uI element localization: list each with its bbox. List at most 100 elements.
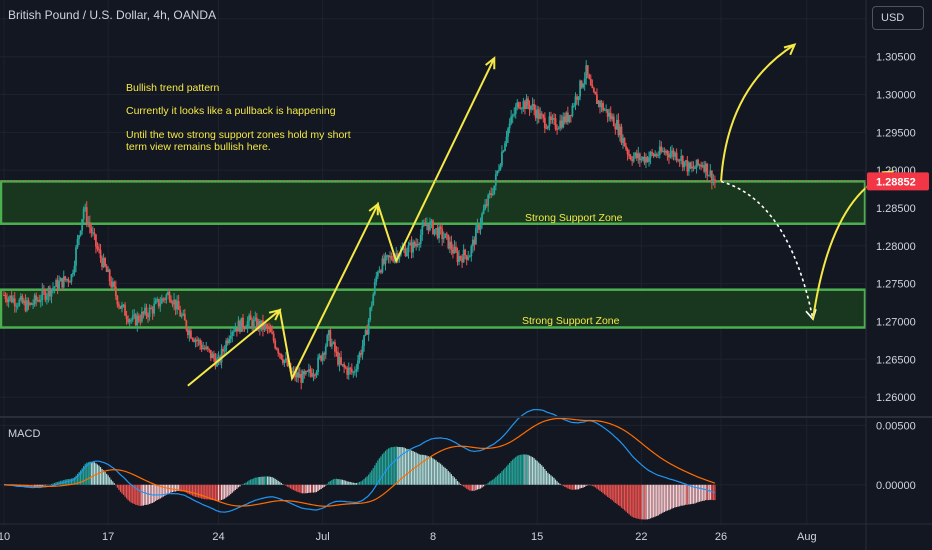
candle-body [217, 356, 220, 359]
candle-body [508, 123, 511, 129]
candle-body [96, 246, 99, 249]
candle-body [76, 239, 79, 248]
candle-body [418, 243, 421, 246]
candle-body [254, 317, 257, 320]
candle-body [553, 118, 555, 120]
candle-body [497, 169, 500, 171]
candle-body [30, 303, 33, 305]
candle-body [404, 248, 407, 257]
candle-body [213, 353, 215, 359]
candle-body [464, 249, 467, 256]
candle-body [157, 299, 160, 307]
candle-body [655, 154, 658, 156]
candle-body [255, 317, 258, 330]
candle-body [352, 371, 355, 373]
candle-body [292, 370, 295, 373]
candle-body [239, 320, 241, 332]
candle-body [335, 351, 338, 353]
candle-body [493, 185, 496, 195]
candle-body [174, 299, 177, 310]
macd-label: MACD [8, 428, 41, 440]
candle-body [297, 372, 300, 378]
candle-body [436, 228, 439, 239]
candle-body [128, 319, 131, 323]
forecast-arrowhead-up [783, 43, 797, 56]
candle-body [27, 300, 30, 305]
candle-body [373, 281, 376, 295]
candle-body [654, 154, 657, 157]
candle-body [444, 233, 447, 238]
candle-body [589, 78, 592, 86]
candle-body [646, 157, 649, 162]
candle-body [314, 374, 316, 376]
candle-body [271, 332, 274, 334]
candle-body [539, 113, 542, 119]
candle-body [35, 295, 38, 301]
candle-body [179, 309, 182, 317]
candle-body [321, 353, 324, 361]
candle-body [468, 256, 471, 258]
candle-body [95, 234, 97, 247]
candle-body [458, 256, 460, 262]
candle-body [343, 364, 346, 368]
candle-body [67, 279, 70, 282]
candle-body [439, 226, 442, 229]
candle-body [318, 355, 321, 358]
candle-body [706, 163, 709, 176]
candle-body [19, 296, 22, 300]
candle-body [378, 270, 381, 273]
candle-body [151, 308, 154, 314]
candle-body [537, 109, 540, 119]
candle-body [327, 330, 330, 336]
candle-body [406, 252, 408, 257]
candle-body [252, 319, 255, 328]
candle-body [65, 279, 68, 281]
candle-body [398, 255, 401, 260]
candle-body [122, 304, 125, 306]
candle-body [540, 113, 543, 115]
zone-label-upper: Strong Support Zone [525, 212, 623, 224]
candle-body [234, 328, 237, 332]
candle-body [683, 161, 686, 168]
price-tick-label: 1.27000 [876, 316, 916, 328]
zigzag-arrowhead [268, 308, 282, 321]
candle-body [70, 274, 73, 282]
annotation-line-3a: Until the two strong support zones hold … [126, 129, 351, 141]
zone-label-lower: Strong Support Zone [522, 315, 620, 327]
candle-body [606, 109, 609, 117]
candle-body [375, 276, 378, 282]
candle-body [623, 137, 626, 147]
candle-body [111, 281, 114, 288]
candle-body [455, 246, 457, 252]
candle-body [127, 318, 130, 323]
candle-body [597, 101, 600, 104]
candle-body [402, 248, 405, 250]
candle-body [638, 153, 641, 161]
candle-body [7, 298, 10, 303]
macd-indicator [3, 408, 716, 520]
last-price-badge [867, 172, 929, 191]
candle-body [568, 114, 571, 122]
candle-body [208, 348, 211, 351]
candle-body [130, 319, 133, 321]
candle-body [433, 229, 436, 235]
candle-body [317, 357, 319, 373]
candle-body [23, 300, 25, 303]
price-tick-label: 1.30000 [876, 90, 916, 102]
candle-body [551, 118, 554, 121]
candle-body [579, 80, 581, 97]
candle-body [530, 106, 532, 110]
candle-body [10, 295, 13, 303]
candle-body [709, 170, 712, 176]
candle-body [133, 314, 136, 317]
candle-body [173, 299, 175, 305]
candle-body [64, 276, 67, 280]
candle-body [326, 335, 329, 347]
support-zone-2 [0, 288, 867, 329]
price-tick-label: 1.30500 [876, 52, 916, 64]
candle-body [154, 300, 157, 304]
candle-body [573, 105, 575, 107]
currency-button[interactable]: USD [872, 6, 924, 30]
